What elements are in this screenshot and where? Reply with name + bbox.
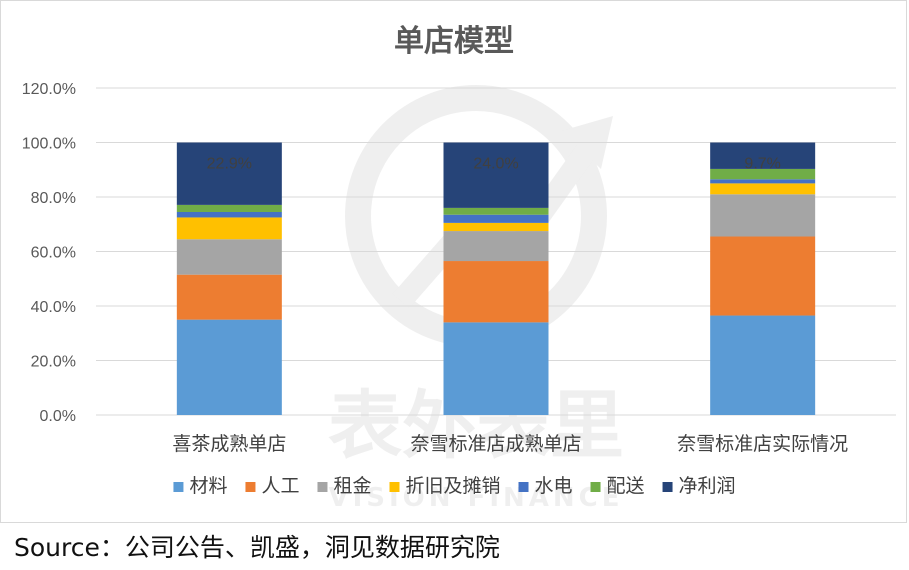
y-tick-label: 20.0%	[31, 354, 76, 371]
legend-item: 人工	[245, 475, 299, 497]
bar-segment	[443, 222, 549, 232]
legend-item: 水电	[518, 475, 573, 497]
source-note: Source：公司公告、凯盛，洞见数据研究院	[14, 533, 500, 562]
x-tick-label: 奈雪标准店实际情况	[677, 433, 848, 455]
data-label: 9.7%	[744, 156, 780, 173]
bars	[176, 142, 816, 415]
bar-segment	[443, 207, 549, 215]
chart-frame: 表外表里 VISION FINANCE 单店模型 0.0% 20.0% 40.0% 6…	[0, 0, 907, 523]
bar-segment	[443, 214, 549, 223]
legend-item: 净利润	[662, 475, 736, 497]
y-tick-label: 0.0%	[40, 408, 76, 425]
legend-label: 租金	[333, 475, 371, 497]
legend-label: 人工	[261, 475, 299, 497]
legend-label: 折旧及摊销	[405, 475, 500, 497]
legend-swatch	[389, 482, 400, 492]
legend-label: 配送	[607, 475, 645, 497]
legend-swatch	[317, 482, 328, 492]
x-axis: 喜茶成熟单店 奈雪标准店成熟单店 奈雪标准店实际情况	[172, 433, 848, 455]
bar-segment	[710, 315, 816, 415]
bar-segment	[176, 204, 282, 212]
bar-segment	[710, 142, 816, 169]
bar-segment	[176, 217, 282, 240]
legend-label: 水电	[535, 475, 573, 497]
y-tick-label: 80.0%	[31, 190, 76, 207]
data-label: 22.9%	[207, 156, 252, 173]
legend-swatch	[518, 482, 529, 492]
bar-segment	[710, 183, 816, 195]
legend: 材料 人工 租金 折旧及摊销 水电 配送 净利润	[173, 475, 736, 497]
bar-segment	[176, 211, 282, 218]
bar-segment	[710, 194, 816, 237]
bar-segment	[176, 239, 282, 275]
legend-label: 材料	[189, 475, 227, 497]
bar-segment	[176, 319, 282, 415]
stacked-bar-chart: 表外表里 VISION FINANCE 单店模型 0.0%20.0%40.0%6…	[22, 24, 896, 513]
legend-item: 配送	[590, 475, 645, 497]
y-tick-label: 60.0%	[31, 245, 76, 262]
data-label: 24.0%	[473, 156, 518, 173]
bar-segment	[176, 142, 282, 205]
bar-segment	[443, 261, 549, 323]
legend-swatch	[662, 482, 673, 492]
legend-swatch	[173, 482, 184, 492]
bar-segment	[710, 236, 816, 316]
legend-item: 租金	[317, 475, 371, 497]
chart-title: 单店模型	[394, 24, 514, 59]
legend-item: 材料	[173, 475, 227, 497]
legend-swatch	[590, 482, 601, 492]
x-tick-label: 喜茶成熟单店	[172, 433, 286, 455]
y-tick-label: 120.0%	[22, 81, 76, 98]
bar-segment	[443, 231, 549, 262]
y-axis: 0.0% 20.0% 40.0% 60.0% 80.0% 100.0% 120.0%	[22, 81, 76, 425]
watermark-subtext: VISION FINANCE	[328, 483, 623, 513]
legend-item: 折旧及摊销	[389, 475, 501, 497]
data-labels: 22.9% 24.0% 9.7%	[207, 156, 781, 173]
legend-swatch	[245, 482, 256, 492]
bar-segment	[443, 142, 549, 208]
y-tick-label: 100.0%	[22, 136, 76, 153]
bar-segment	[710, 179, 816, 184]
legend-label: 净利润	[679, 475, 736, 497]
bar-segment	[176, 274, 282, 320]
bar-segment	[710, 168, 816, 180]
bar-segment	[443, 322, 549, 415]
x-tick-label: 奈雪标准店成熟单店	[410, 433, 581, 455]
y-tick-label: 40.0%	[31, 299, 76, 316]
